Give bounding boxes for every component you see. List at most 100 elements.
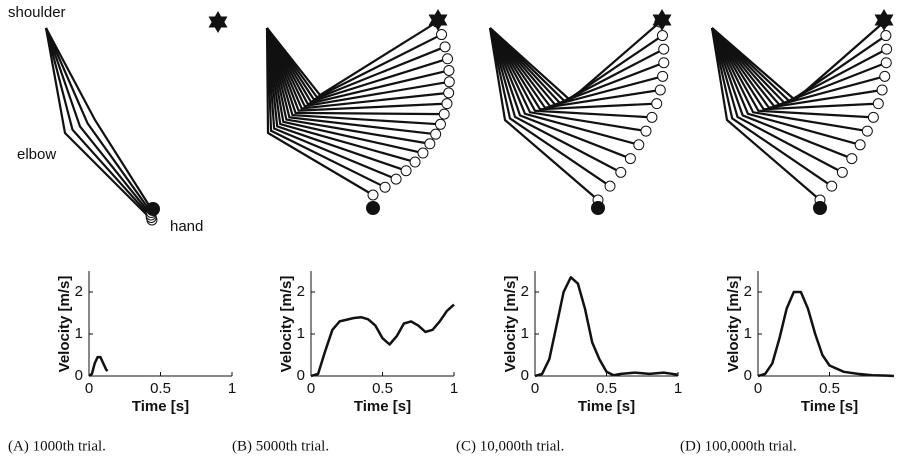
- hand-marker: [880, 57, 892, 69]
- y-tick-label: 1: [75, 325, 83, 342]
- arm-posture: [265, 27, 431, 145]
- hand-marker: [424, 138, 436, 150]
- arm-posture: [44, 27, 152, 216]
- hand-marker: [646, 111, 658, 123]
- y-axis-label: Velocity [m/s]: [278, 276, 295, 373]
- arm-posture: [489, 27, 665, 105]
- arm-posture: [265, 27, 436, 136]
- arm-posture: [265, 27, 407, 172]
- target-star: [874, 14, 894, 31]
- arm-posture: [489, 21, 661, 102]
- hand-marker: [867, 111, 879, 123]
- x-tick-label: 0: [531, 380, 539, 397]
- caption: (C) 10,000th trial.: [456, 438, 564, 454]
- target-star: [428, 14, 448, 31]
- x-axis-label: Time [s]: [354, 398, 411, 415]
- y-axis-label: Velocity [m/s]: [725, 276, 742, 373]
- arm-posture: [711, 27, 887, 106]
- x-tick-label: 1: [228, 380, 236, 397]
- arm-posture: [488, 27, 622, 174]
- x-axis-label: Time [s]: [578, 398, 635, 415]
- y-tick-label: 2: [297, 283, 305, 300]
- arm-posture: [266, 27, 450, 108]
- arm-posture: [711, 27, 868, 133]
- hand-marker: [417, 147, 429, 159]
- hand-marker: [656, 30, 668, 42]
- arm-posture: [266, 27, 443, 99]
- hand-start: [813, 201, 827, 215]
- arm-posture: [711, 27, 886, 108]
- arm-posture: [266, 27, 446, 101]
- y-tick-label: 0: [297, 367, 305, 384]
- caption: (B) 5000th trial.: [232, 438, 329, 454]
- y-tick-label: 2: [521, 283, 529, 300]
- arm-posture: [489, 27, 663, 108]
- arm-posture: [711, 21, 885, 102]
- arm-posture: [488, 27, 640, 146]
- arm-posture: [44, 27, 153, 221]
- x-tick-label: 0.5: [596, 380, 617, 397]
- arm-posture: [711, 27, 874, 119]
- hand-label: hand: [170, 218, 203, 235]
- x-tick-label: 1: [674, 380, 682, 397]
- hand-marker: [640, 125, 652, 137]
- shoulder-label: shoulder: [8, 4, 66, 21]
- arm-posture: [710, 27, 821, 201]
- arm-posture: [265, 27, 424, 155]
- hand-marker: [434, 118, 446, 130]
- arm-posture: [710, 27, 853, 160]
- hand-marker: [390, 173, 402, 185]
- hand-marker: [441, 98, 453, 110]
- x-axis-label: Time [s]: [132, 398, 189, 415]
- hand-marker: [442, 53, 454, 65]
- hand-marker: [409, 156, 421, 168]
- hand-marker: [657, 70, 669, 82]
- y-tick-label: 0: [75, 367, 83, 384]
- hand-marker: [880, 30, 892, 42]
- y-tick-label: 0: [744, 367, 752, 384]
- arm-posture: [45, 27, 153, 211]
- arm-posture: [710, 27, 833, 188]
- hand-marker: [651, 98, 663, 110]
- arm-posture: [711, 27, 887, 103]
- x-tick-label: 0.5: [372, 380, 393, 397]
- arm-posture: [488, 27, 611, 188]
- arm-posture: [711, 27, 879, 111]
- hand-marker: [876, 84, 888, 96]
- arm-posture: [488, 27, 599, 201]
- target-star: [652, 14, 672, 31]
- hand-marker: [658, 43, 670, 55]
- y-tick-label: 1: [521, 325, 529, 342]
- hand-marker: [400, 165, 412, 177]
- arm-posture: [489, 27, 647, 133]
- hand-marker: [436, 29, 448, 41]
- hand-marker: [430, 128, 442, 140]
- arm-posture: [44, 27, 153, 214]
- y-axis-label: Velocity [m/s]: [56, 276, 73, 373]
- arm-posture: [488, 27, 631, 160]
- caption: (A) 1000th trial.: [8, 438, 106, 454]
- y-tick-label: 2: [744, 283, 752, 300]
- hand-start: [366, 201, 380, 215]
- arm-posture: [266, 21, 438, 97]
- hand-marker: [836, 166, 848, 178]
- hand-marker: [624, 153, 636, 165]
- hand-marker: [872, 98, 884, 110]
- hand-marker: [861, 125, 873, 137]
- hand-marker: [438, 108, 450, 120]
- hand-marker: [881, 43, 893, 55]
- velocity-line: [310, 303, 455, 378]
- arm-posture: [265, 27, 445, 116]
- hand-start: [146, 202, 160, 216]
- caption: (D) 100,000th trial.: [680, 438, 797, 454]
- elbow-label: elbow: [17, 146, 56, 163]
- hand-marker: [379, 181, 391, 193]
- hand-marker: [443, 76, 455, 88]
- hand-marker: [658, 57, 670, 69]
- hand-marker: [439, 41, 451, 53]
- y-axis-label: Velocity [m/s]: [502, 276, 519, 373]
- y-tick-label: 1: [297, 325, 305, 342]
- hand-marker: [879, 70, 891, 82]
- arm-posture: [265, 27, 448, 112]
